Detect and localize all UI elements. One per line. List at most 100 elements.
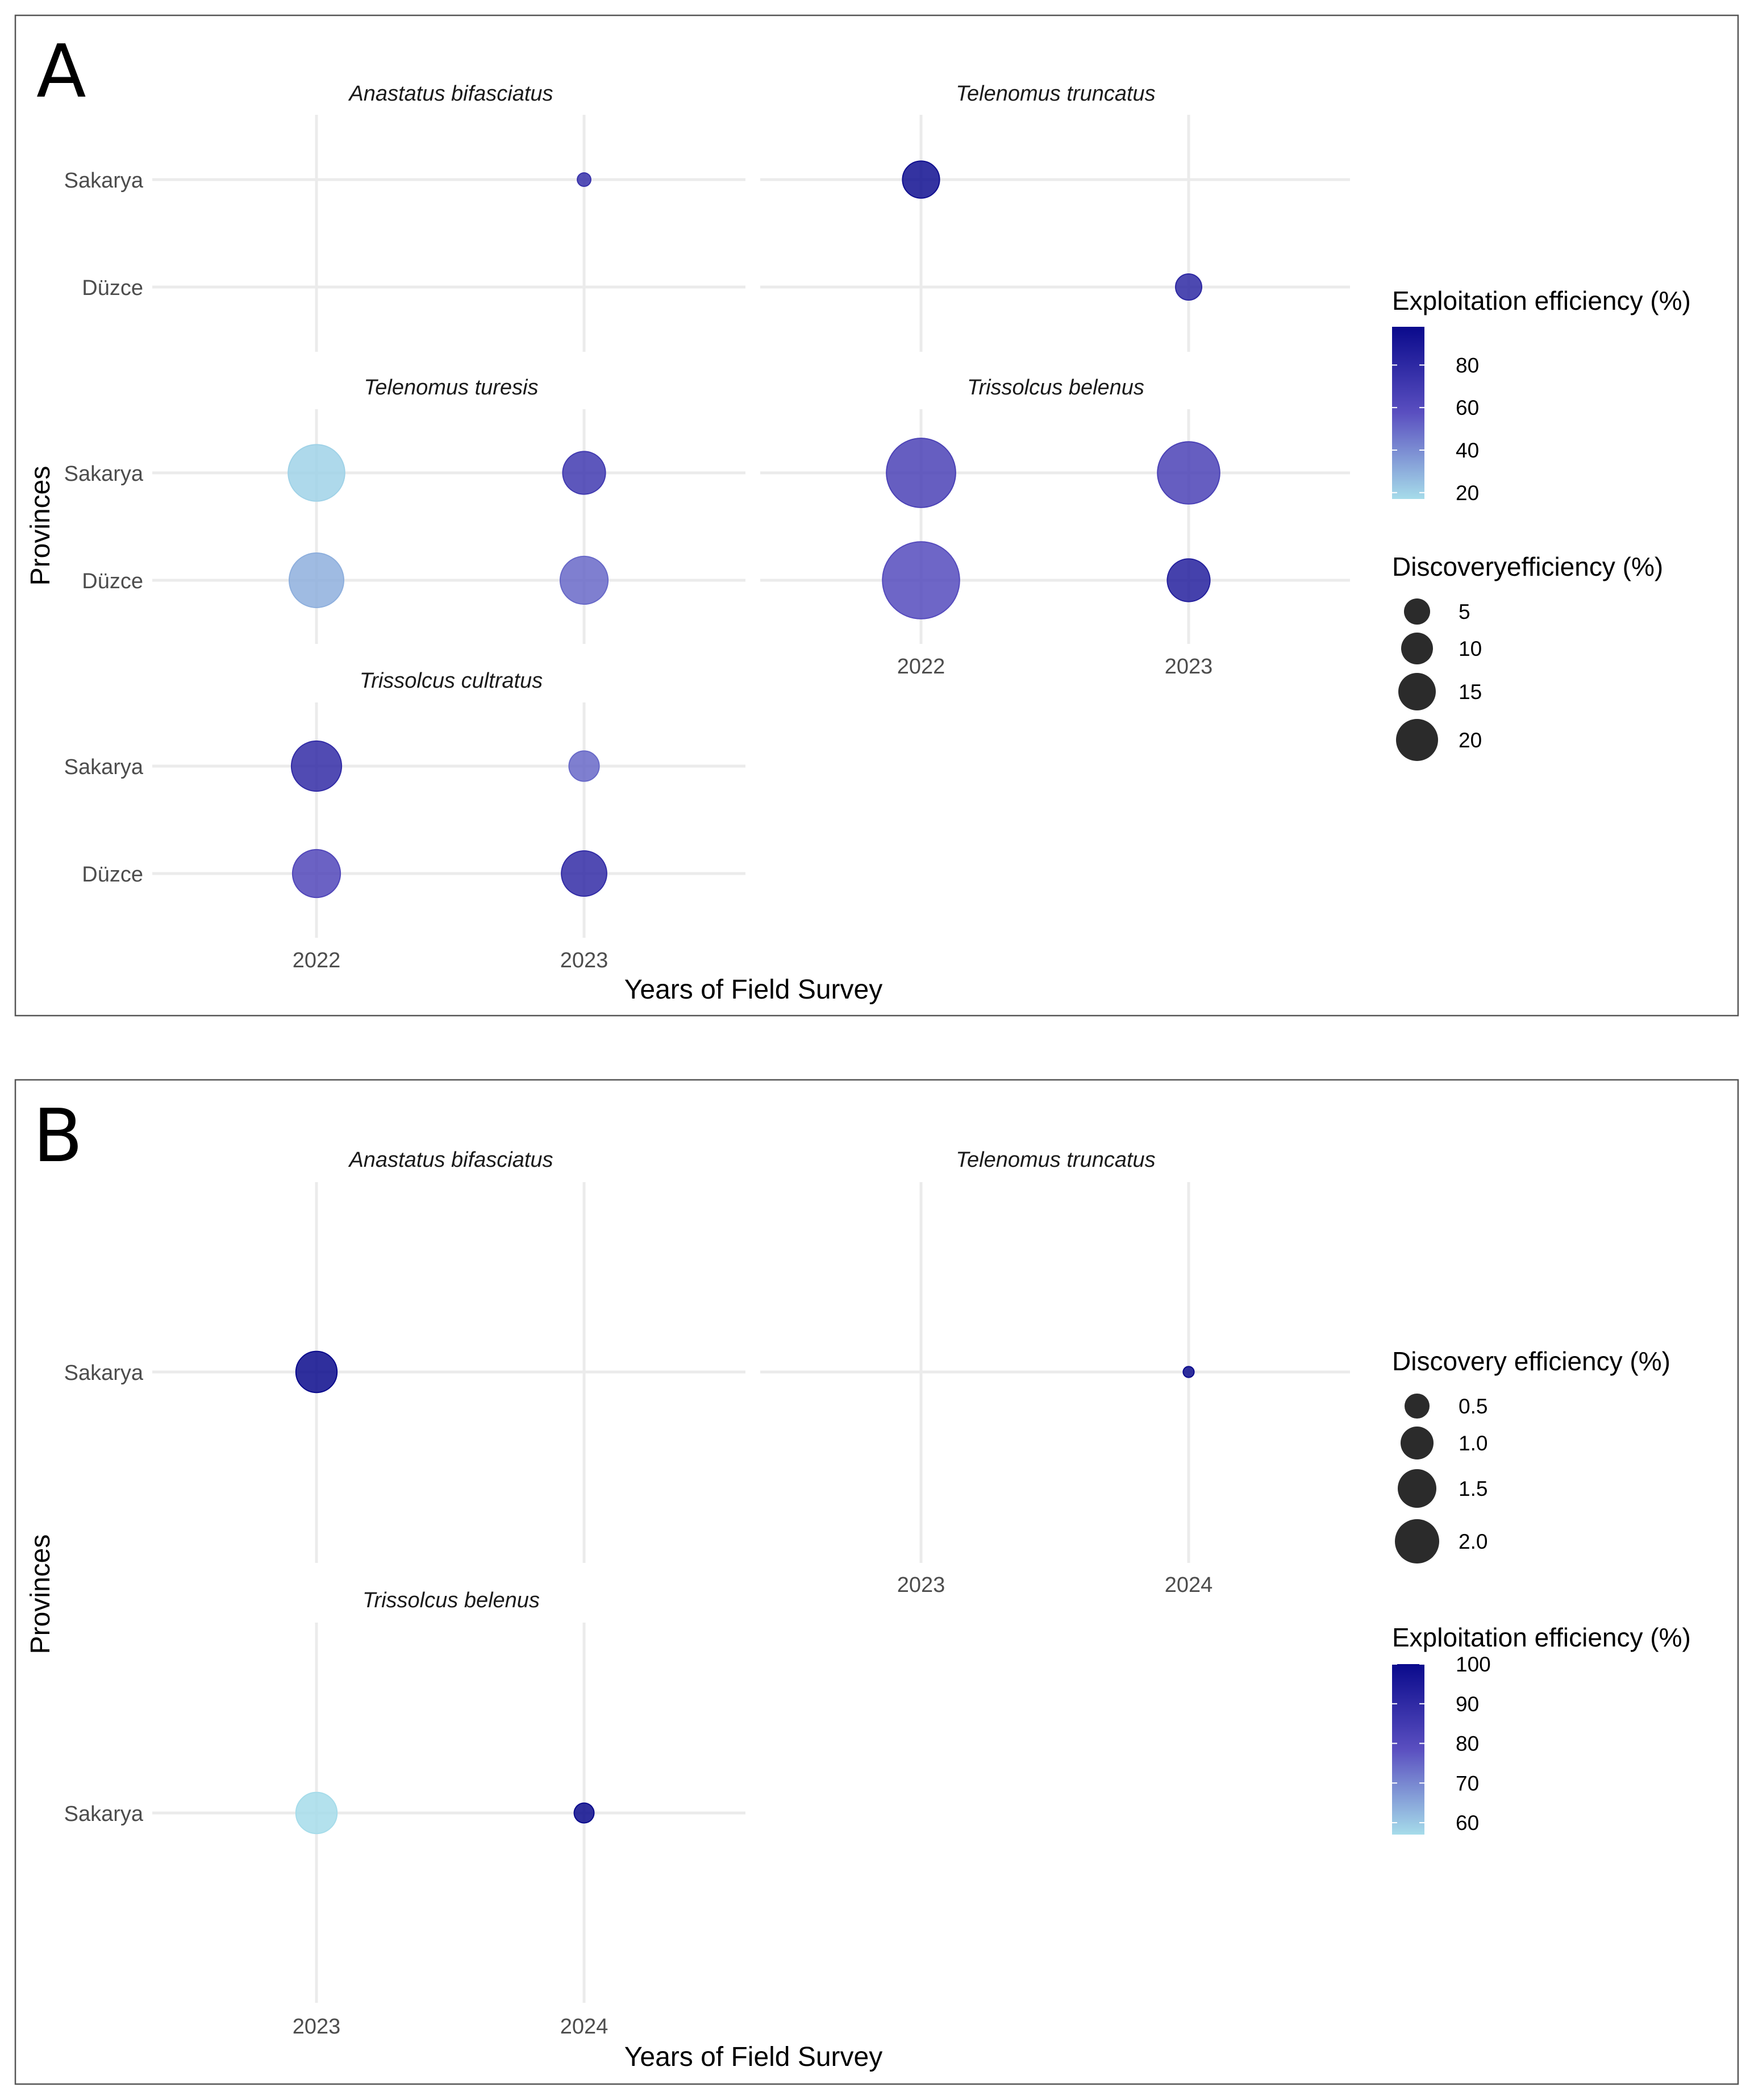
x-tick-label: 2024: [560, 2015, 609, 2039]
legend-size-label: 20: [1459, 729, 1482, 752]
x-tick-label: 2022: [897, 655, 945, 679]
legend-size-a: Discoveryefficiency (%) 5 10 15 20: [1392, 552, 1663, 761]
facet-a-1: Anastatus bifasciatus Sakarya Düzce: [64, 82, 745, 352]
x-tick-label: 2024: [1165, 1573, 1213, 1597]
legend-size-circle: [1395, 1519, 1439, 1563]
legend-size-label: 0.5: [1459, 1395, 1488, 1418]
y-tick-label: Sakarya: [64, 169, 144, 193]
legend-size-circle: [1398, 1469, 1436, 1508]
legend-size-circle: [1398, 673, 1436, 710]
legend-size-circle: [1401, 1427, 1434, 1459]
legend-size-key: 0.5: [1405, 1394, 1488, 1419]
colorbar-label: 20: [1456, 481, 1479, 505]
data-point: [573, 1802, 595, 1824]
facet-a-5: Trissolcus cultratus Sakarya Düzce 2022 …: [64, 669, 745, 972]
facet-title: Telenomus turesis: [364, 376, 539, 400]
facet-b-3: Trissolcus belenus Sakarya 2023 2024: [64, 1588, 745, 2039]
data-point: [559, 555, 609, 605]
data-point: [295, 1350, 338, 1394]
legend-size-label: 15: [1459, 680, 1482, 704]
facet-title: Telenomus truncatus: [956, 82, 1155, 106]
facet-a-3: Telenomus turesis Sakarya Düzce: [64, 376, 745, 644]
data-point: [882, 541, 960, 619]
y-tick-label: Sakarya: [64, 462, 144, 486]
legend-size-b: Discovery efficiency (%) 0.5 1.0 1.5 2.0: [1392, 1346, 1670, 1563]
panel-a-label: A: [36, 30, 86, 114]
panel-b-label: B: [33, 1094, 83, 1179]
y-tick-label: Düzce: [82, 863, 143, 887]
legend-size-key: 10: [1401, 633, 1482, 664]
legend-size-label: 1.5: [1459, 1477, 1488, 1500]
legend-title: Discovery efficiency (%): [1392, 1346, 1670, 1376]
colorbar-label: 100: [1456, 1653, 1491, 1676]
colorbar-label: 80: [1456, 354, 1479, 377]
data-point: [562, 451, 606, 495]
legend-color-b: Exploitation efficiency (%) 100 90 80 70 60: [1392, 1623, 1691, 1835]
legend-size-key: 1.5: [1398, 1469, 1488, 1508]
facet-title: Telenomus truncatus: [956, 1148, 1155, 1172]
data-point: [1182, 1366, 1195, 1378]
data-point: [561, 850, 607, 897]
legend-size-circle: [1404, 598, 1430, 625]
y-tick-label: Düzce: [82, 569, 143, 593]
panel-b: B Anastatus bifasciatus Sakarya Telenomu…: [14, 1079, 1739, 2085]
data-point: [1166, 558, 1211, 602]
data-point: [291, 849, 341, 899]
facet-b-2: Telenomus truncatus 2023 2024: [760, 1148, 1350, 1597]
data-point: [1157, 441, 1220, 505]
data-point: [290, 740, 343, 792]
colorbar-label: 60: [1456, 1811, 1479, 1835]
legend-size-label: 2.0: [1459, 1530, 1488, 1553]
colorbar-label: 70: [1456, 1772, 1479, 1795]
legend-size-key: 15: [1398, 673, 1482, 710]
legend-size-circle: [1401, 633, 1433, 664]
panel-a: A Anastatus bifasciatus Sakarya Düzce Te…: [14, 14, 1739, 1017]
x-axis-title: Years of Field Survey: [624, 2042, 882, 2072]
legend-size-label: 5: [1459, 600, 1470, 623]
x-axis-title: Years of Field Survey: [624, 975, 882, 1005]
facet-title: Anastatus bifasciatus: [348, 82, 553, 106]
y-axis-title: Provinces: [26, 1535, 56, 1654]
facet-b-1: Anastatus bifasciatus Sakarya: [64, 1148, 745, 1563]
colorbar-label: 60: [1456, 396, 1479, 419]
data-point: [902, 160, 940, 199]
data-point: [886, 438, 956, 508]
legend-title: Exploitation efficiency (%): [1392, 286, 1691, 315]
facet-a-2: Telenomus truncatus: [760, 82, 1350, 352]
y-tick-label: Düzce: [82, 276, 143, 300]
legend-size-key: 2.0: [1395, 1519, 1488, 1563]
x-tick-label: 2023: [293, 2015, 341, 2039]
legend-size-label: 10: [1459, 637, 1482, 660]
legend-size-key: 5: [1404, 598, 1470, 625]
legend-size-key: 20: [1396, 719, 1482, 761]
facet-title: Anastatus bifasciatus: [348, 1148, 553, 1172]
x-tick-label: 2023: [1165, 655, 1213, 679]
legend-size-label: 1.0: [1459, 1432, 1488, 1455]
panel-a-frame: [14, 14, 1739, 1017]
facet-a-4: Trissolcus belenus 2022 2023: [760, 376, 1350, 679]
y-tick-label: Sakarya: [64, 1361, 144, 1385]
y-tick-label: Sakarya: [64, 755, 144, 779]
legend-color-a: Exploitation efficiency (%) 20 40 60 80: [1392, 286, 1691, 505]
facet-title: Trissolcus belenus: [967, 376, 1144, 400]
data-point: [288, 444, 345, 502]
colorbar-label: 40: [1456, 439, 1479, 462]
data-point: [1175, 273, 1202, 301]
facet-title: Trissolcus belenus: [363, 1588, 540, 1612]
data-point: [289, 552, 344, 608]
colorbar: [1392, 1664, 1424, 1835]
legend-size-circle: [1405, 1394, 1430, 1419]
colorbar: [1392, 327, 1424, 499]
panel-b-frame: [14, 1079, 1739, 2085]
legend-size-key: 1.0: [1401, 1427, 1488, 1459]
facet-title: Trissolcus cultratus: [360, 669, 543, 693]
x-tick-label: 2023: [897, 1573, 945, 1597]
x-tick-label: 2022: [293, 949, 341, 972]
x-tick-label: 2023: [560, 949, 609, 972]
data-point: [577, 172, 591, 187]
y-axis-title: Provinces: [26, 466, 56, 586]
legend-title: Exploitation efficiency (%): [1392, 1623, 1691, 1652]
legend-size-circle: [1396, 719, 1438, 761]
data-point: [295, 1791, 338, 1835]
